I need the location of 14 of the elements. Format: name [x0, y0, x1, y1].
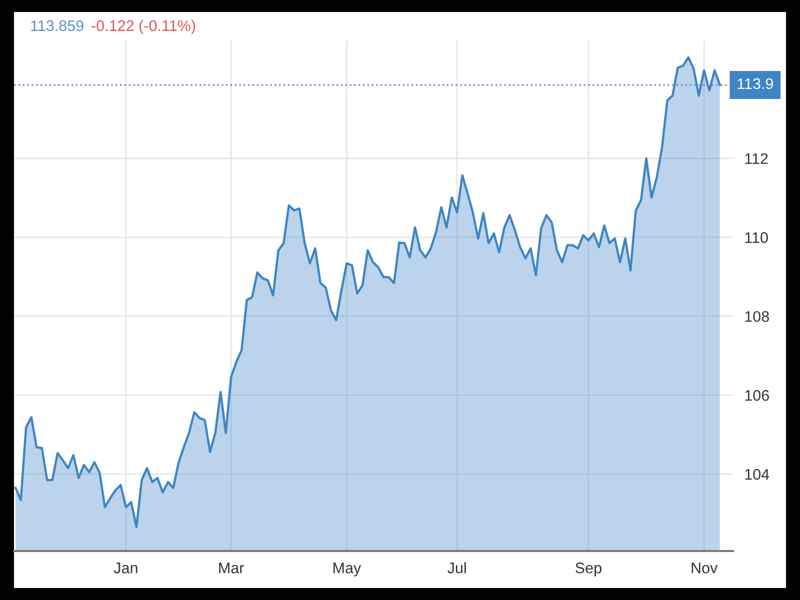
y-tick-label: 112: [745, 153, 768, 164]
text: -0.122 (-0.11%): [92, 20, 196, 34]
y-tick-label: 106: [745, 390, 769, 401]
ref-line-label: 113.9: [738, 78, 773, 90]
text: 113.859: [31, 20, 84, 32]
x-tick-label: Jul: [448, 562, 466, 574]
x-tick-label: Nov: [692, 562, 718, 574]
x-tick-label: Mar: [219, 562, 244, 574]
y-tick-label: 110: [745, 232, 768, 243]
x-tick-label: Sep: [576, 562, 602, 576]
y-tick-label: 104: [745, 468, 770, 480]
x-tick-label: May: [334, 562, 362, 576]
x-tick-label: Jan: [114, 562, 138, 574]
y-tick-label: 108: [745, 311, 769, 322]
